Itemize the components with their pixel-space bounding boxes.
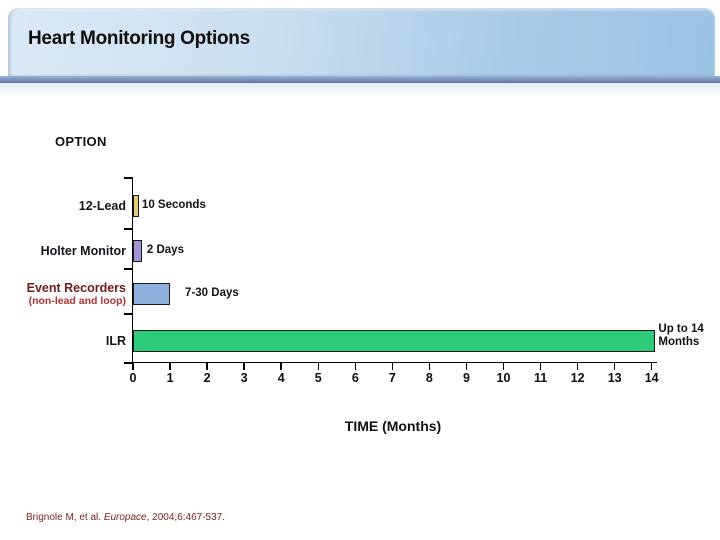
x-axis-tick-11 — [539, 361, 542, 370]
x-axis-tick-13 — [613, 361, 616, 370]
x-tick-label-6: 6 — [351, 371, 359, 385]
x-axis-tick-8 — [428, 361, 431, 370]
bar-event-recorders — [133, 282, 171, 305]
x-tick-label-14: 14 — [644, 371, 659, 385]
row-label-12-lead: 12-Lead — [0, 198, 126, 212]
y-axis-line — [131, 177, 133, 363]
x-axis-tick-1 — [169, 361, 171, 370]
header-banner — [8, 8, 715, 76]
bar-ilr — [133, 329, 656, 352]
x-tick-label-13: 13 — [607, 371, 622, 385]
value-label-line: Months — [658, 336, 700, 349]
x-axis-tick-10 — [502, 361, 505, 370]
x-tick-label-10: 10 — [496, 371, 511, 385]
row-label-holter-monitor: Holter Monitor — [0, 244, 126, 258]
page-title: Heart Monitoring Options — [28, 28, 250, 49]
row-label-ilr: ILR — [0, 333, 126, 347]
y-axis-tick-0 — [123, 177, 132, 179]
x-axis-title: TIME (Months) — [344, 418, 442, 434]
citation-prefix: Brignole M, et al. — [26, 512, 104, 523]
x-axis-tick-12 — [576, 361, 579, 370]
x-axis-tick-2 — [206, 361, 208, 370]
value-label-holter-monitor: 2 Days — [146, 244, 184, 257]
row-label-text-ilr: ILR — [105, 333, 126, 348]
value-label-ilr: Up to 14 Months — [658, 323, 703, 351]
x-tick-label-2: 2 — [203, 371, 211, 385]
header-divider-bar — [0, 76, 720, 83]
x-tick-label-0: 0 — [129, 371, 137, 385]
x-tick-label-1: 1 — [166, 371, 174, 385]
header-glow — [0, 83, 720, 97]
x-tick-label-7: 7 — [388, 371, 396, 385]
x-tick-label-8: 8 — [425, 371, 433, 385]
row-sublabel-event-recorders: (non-lead and loop) — [28, 294, 126, 307]
value-label-12-lead: 10 Seconds — [141, 198, 206, 211]
y-axis-tick-1 — [123, 228, 132, 230]
row-label-event-recorders: Event Recorders (non-lead and loop) — [0, 280, 126, 306]
x-axis-tick-6 — [354, 361, 357, 370]
x-axis-tick-7 — [391, 361, 394, 370]
citation: Brignole M, et al. Europace, 2004;6:467-… — [26, 512, 225, 523]
x-axis-line — [131, 361, 657, 363]
x-axis-tick-3 — [243, 361, 245, 370]
citation-journal: Europace — [103, 512, 147, 523]
y-axis-tick-3 — [123, 313, 132, 315]
row-label-text-event-recorders: Event Recorders — [26, 280, 126, 295]
x-tick-label-4: 4 — [277, 371, 285, 385]
y-axis-tick-2 — [123, 268, 132, 270]
value-label-line: Up to 14 — [658, 322, 704, 335]
x-tick-label-12: 12 — [570, 371, 585, 385]
row-label-text-holter-monitor: Holter Monitor — [40, 243, 126, 258]
x-axis-tick-5 — [317, 361, 319, 370]
row-label-text-12-lead: 12-Lead — [78, 198, 126, 213]
bar-holter-monitor — [133, 240, 142, 262]
y-axis-tick-4 — [123, 362, 132, 364]
x-tick-label-11: 11 — [533, 371, 548, 385]
x-tick-label-9: 9 — [462, 371, 470, 385]
x-tick-label-3: 3 — [240, 371, 248, 385]
x-axis-tick-14 — [650, 361, 653, 370]
x-axis-tick-9 — [465, 361, 468, 370]
x-tick-label-5: 5 — [314, 371, 322, 385]
value-label-event-recorders: 7-30 Days — [185, 286, 239, 299]
chart-y-axis-title: OPTION — [55, 134, 107, 149]
x-axis-tick-0 — [132, 361, 134, 370]
citation-suffix: , 2004;6:467-537. — [146, 512, 226, 523]
x-axis-tick-4 — [280, 361, 282, 370]
bar-12-lead — [133, 194, 139, 217]
